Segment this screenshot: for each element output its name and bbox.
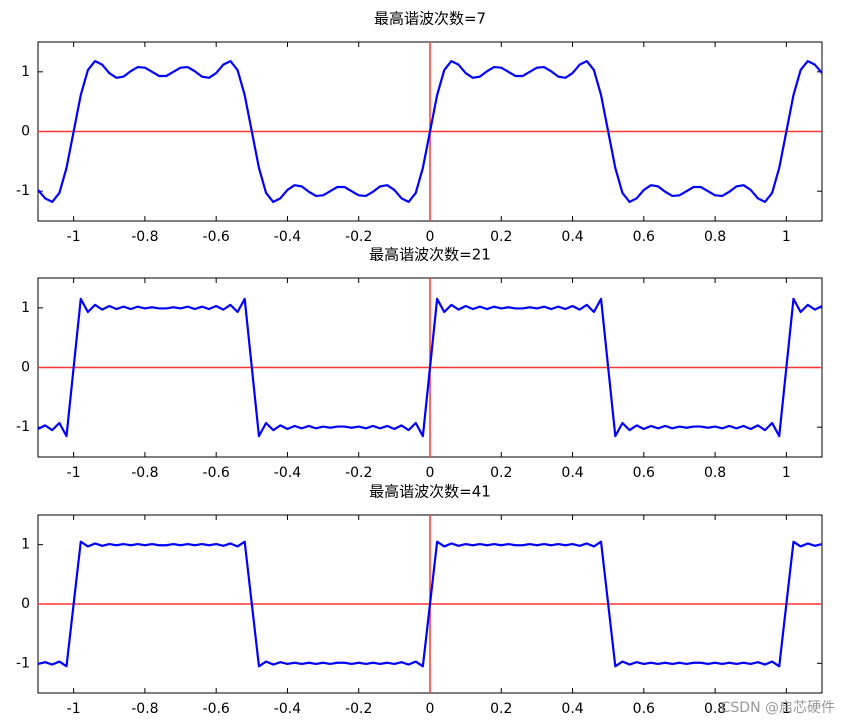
y-tick-label: -1: [16, 183, 30, 199]
x-tick-label: -1: [67, 229, 81, 245]
x-tick-label: -0.2: [345, 465, 372, 481]
x-tick-label: 0.2: [490, 465, 512, 481]
subplot: 最高谐波次数=21 -1 0 1 -1 -0.8 -0.6 -0.4 -0.2 0 0.2 0.4 0.…: [16, 246, 823, 481]
x-tick-label: 0.8: [704, 465, 726, 481]
x-tick-label: 0: [426, 465, 435, 481]
chart-title: 最高谐波次数=21: [369, 246, 491, 264]
y-tick-label: -1: [16, 419, 30, 435]
y-tick-label: 1: [21, 300, 30, 316]
x-tick-label: 1: [782, 465, 791, 481]
x-tick-label: -1: [67, 701, 81, 717]
x-tick-label: -0.4: [274, 229, 301, 245]
x-tick-label: 0: [426, 701, 435, 717]
y-tick-label: -1: [16, 655, 30, 671]
chart-title: 最高谐波次数=41: [369, 483, 491, 501]
x-tick-label: 0.8: [704, 701, 726, 717]
x-tick-label: 0.6: [633, 229, 655, 245]
x-tick-label: 0.4: [561, 701, 583, 717]
x-tick-label: 0: [426, 229, 435, 245]
chart-title: 最高谐波次数=7: [374, 10, 486, 28]
subplot: 最高谐波次数=41 -1 0 1 -1 -0.8 -0.6 -0.4 -0.2 0 0.2 0.4 0.…: [16, 483, 823, 717]
x-tick-label: -0.4: [274, 465, 301, 481]
y-tick-label: 1: [21, 64, 30, 80]
x-tick-label: -1: [67, 465, 81, 481]
x-tick-label: 1: [782, 229, 791, 245]
x-tick-label: -0.6: [203, 701, 230, 717]
x-tick-label: 0.8: [704, 229, 726, 245]
series-line: [37, 59, 823, 204]
y-tick-label: 0: [21, 596, 30, 612]
x-tick-label: 0.4: [561, 229, 583, 245]
x-tick-label: 1: [782, 701, 791, 717]
subplot: 最高谐波次数=7 -1 0 1 -1 -0.8 -0.6 -0.4 -0.2 0 0.2 0.4 0.6…: [16, 10, 823, 245]
x-tick-label: 0.4: [561, 465, 583, 481]
y-tick-label: 1: [21, 537, 30, 553]
x-tick-label: -0.2: [345, 701, 372, 717]
x-tick-label: 0.6: [633, 701, 655, 717]
series-line: [37, 540, 823, 668]
x-tick-label: 0.2: [490, 229, 512, 245]
x-tick-label: -0.8: [131, 229, 158, 245]
y-tick-label: 0: [21, 124, 30, 140]
x-tick-label: -0.6: [203, 465, 230, 481]
x-tick-label: 0.2: [490, 701, 512, 717]
watermark: CSDN @启芯硬件: [721, 700, 835, 716]
x-tick-label: 0.6: [633, 465, 655, 481]
y-tick-label: 0: [21, 360, 30, 376]
x-tick-label: -0.8: [131, 701, 158, 717]
x-tick-label: -0.2: [345, 229, 372, 245]
x-tick-label: -0.4: [274, 701, 301, 717]
series-line: [37, 297, 823, 438]
x-tick-label: -0.8: [131, 465, 158, 481]
x-tick-label: -0.6: [203, 229, 230, 245]
